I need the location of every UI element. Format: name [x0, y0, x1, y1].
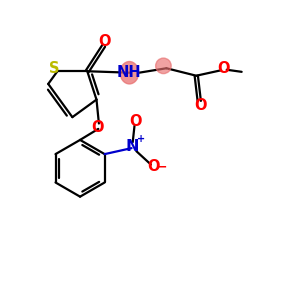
Text: O: O: [148, 160, 160, 175]
Text: O: O: [130, 114, 142, 129]
Text: −: −: [157, 160, 167, 173]
Text: N: N: [126, 140, 140, 154]
Text: S: S: [49, 61, 59, 76]
Text: O: O: [99, 34, 111, 49]
Text: O: O: [217, 61, 230, 76]
Text: NH: NH: [117, 65, 142, 80]
Text: O: O: [92, 120, 104, 135]
Ellipse shape: [120, 61, 139, 84]
Text: +: +: [137, 134, 145, 144]
Circle shape: [156, 58, 171, 74]
Text: O: O: [194, 98, 207, 113]
